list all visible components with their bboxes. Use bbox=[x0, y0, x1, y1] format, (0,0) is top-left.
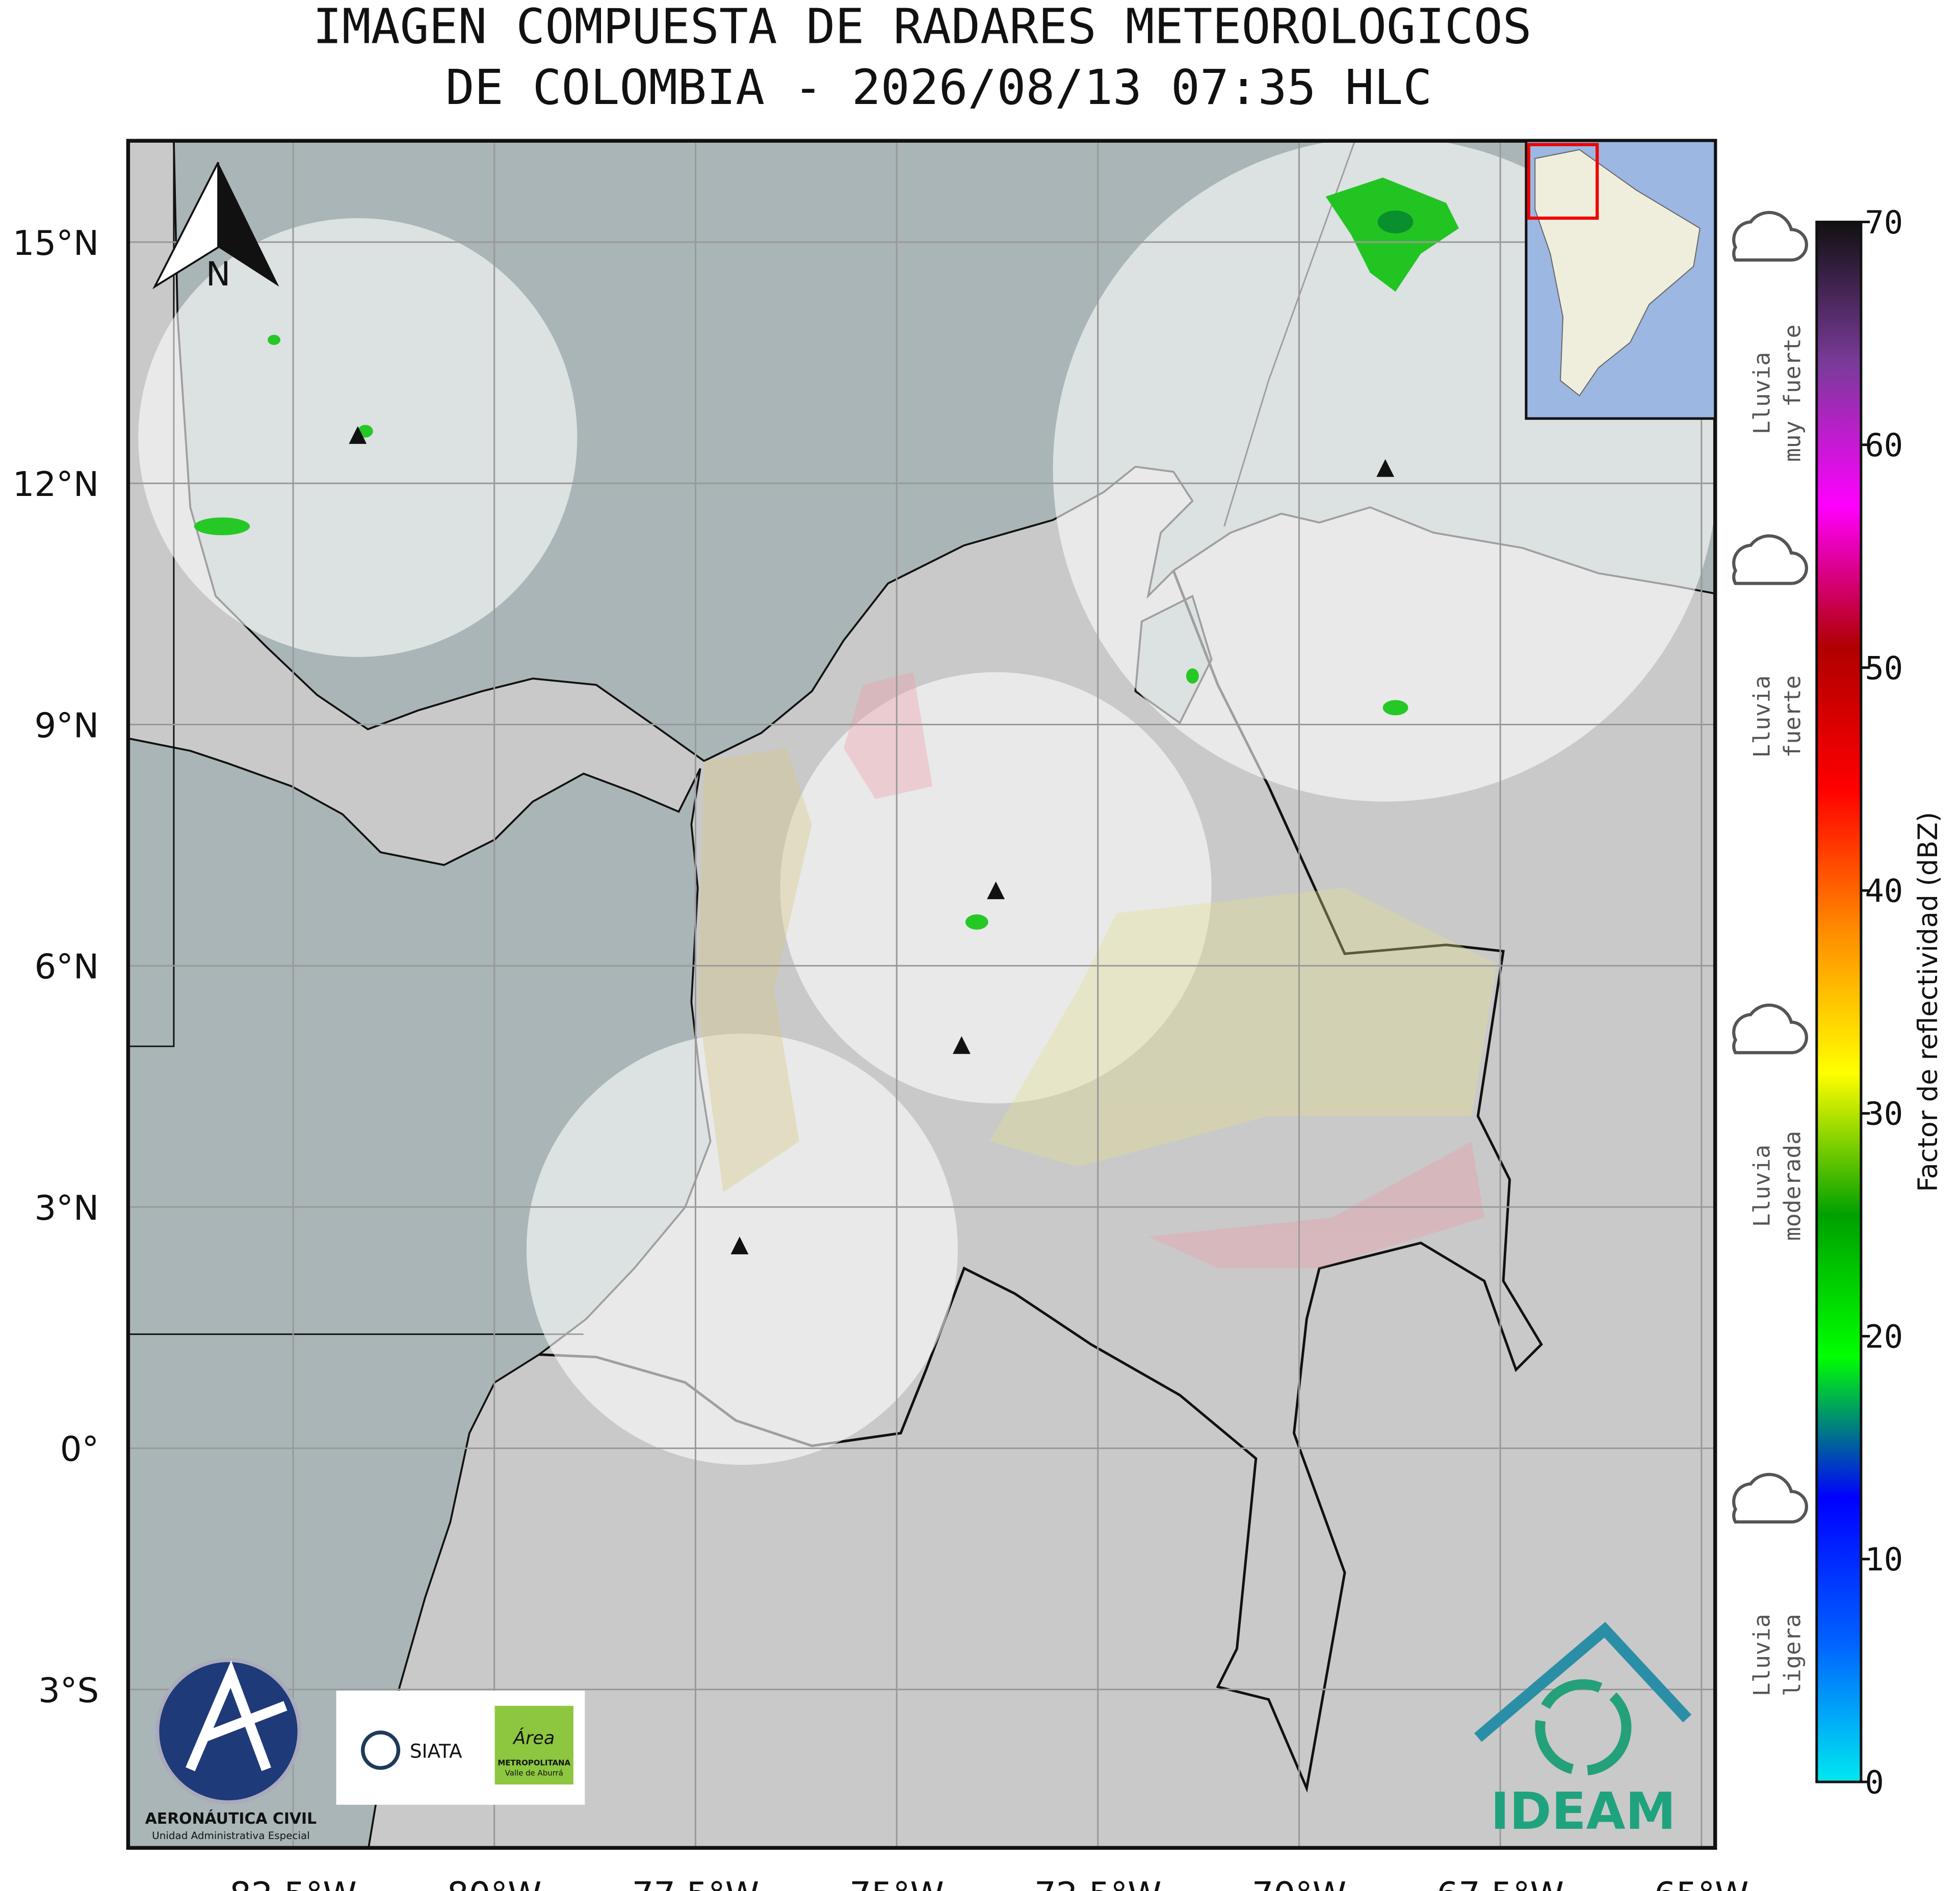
rain-icon bbox=[1732, 1003, 1808, 1055]
x-tick-label: 65°W bbox=[1654, 1875, 1748, 1891]
title-line: DE COLOMBIA - 2026/08/13 07:35 HLC bbox=[446, 60, 1432, 116]
logo-text: SIATA bbox=[410, 1740, 462, 1763]
ideam-logo: IDEAM bbox=[1474, 1621, 1692, 1841]
x-tick-label: 80°W bbox=[447, 1875, 541, 1891]
colorbar-tick-label: 30 bbox=[1865, 1095, 1903, 1133]
rain-level-label: Lluvia bbox=[1748, 1145, 1775, 1227]
logo-text: Valle de Aburrá bbox=[505, 1769, 563, 1778]
colorbar-tick-label: 70 bbox=[1865, 204, 1903, 241]
logo-text: Área bbox=[512, 1727, 555, 1748]
rain-icon bbox=[1732, 1473, 1808, 1524]
colorbar-tick-label: 10 bbox=[1865, 1541, 1903, 1578]
map-layers bbox=[128, 141, 1715, 1848]
logo-text: AERONÁUTICA CIVIL bbox=[145, 1809, 317, 1828]
rain-level-label: Lluvia bbox=[1748, 352, 1775, 434]
inset-map bbox=[1525, 139, 1717, 420]
colorbar-tick-label: 50 bbox=[1865, 649, 1903, 687]
logo-text: Unidad Administrativa Especial bbox=[152, 1830, 310, 1842]
terrain-shading bbox=[697, 672, 1497, 1269]
rain-level-label: fuerte bbox=[1779, 675, 1806, 758]
siata-logo: SIATA Área METROPOLITANA Valle de Aburrá bbox=[336, 1690, 585, 1805]
rain-level-label: moderada bbox=[1779, 1131, 1806, 1241]
colorbar-tick-label: 20 bbox=[1865, 1318, 1903, 1355]
y-tick-label: 12°N bbox=[13, 464, 99, 504]
rain-icon bbox=[1732, 211, 1808, 262]
x-tick-label: 75°W bbox=[849, 1875, 944, 1891]
x-tick-label: 77.5°W bbox=[632, 1875, 760, 1891]
rain-level-label: muy fuerte bbox=[1779, 325, 1806, 462]
y-tick-label: 0° bbox=[60, 1429, 99, 1469]
x-tick-label: 72.5°W bbox=[1034, 1875, 1162, 1891]
x-tick-label: 70°W bbox=[1252, 1875, 1346, 1891]
title-line: IMAGEN COMPUESTA DE RADARES METEOROLOGIC… bbox=[313, 0, 1532, 55]
y-tick-label: 6°N bbox=[35, 947, 99, 987]
colombia-border bbox=[539, 570, 1543, 1793]
y-tick-label: 3°N bbox=[35, 1188, 99, 1228]
rain-level-label: Lluvia bbox=[1748, 1614, 1775, 1696]
colorbar bbox=[1815, 220, 1863, 1783]
north-label: N bbox=[206, 255, 230, 294]
rain-level-label: Lluvia bbox=[1748, 675, 1775, 758]
map-frame bbox=[126, 139, 1717, 1850]
logo-text: METROPOLITANA bbox=[498, 1758, 570, 1768]
rain-echoes bbox=[194, 177, 1459, 930]
rain-icon bbox=[1732, 534, 1808, 585]
colorbar-tick-label: 60 bbox=[1865, 427, 1903, 464]
rain-level-label: ligera bbox=[1779, 1614, 1806, 1696]
radar-sites bbox=[349, 426, 1395, 1254]
colorbar-tick-label: 40 bbox=[1865, 873, 1903, 910]
colorbar-tick-label: 0 bbox=[1865, 1764, 1884, 1801]
x-tick-label: 82.5°W bbox=[229, 1875, 357, 1891]
x-tick-label: 67.5°W bbox=[1436, 1875, 1564, 1891]
y-tick-label: 9°N bbox=[35, 705, 99, 745]
logo-text: IDEAM bbox=[1491, 1782, 1676, 1841]
aerocivil-logo: AERONÁUTICA CIVIL Unidad Administrativa … bbox=[145, 1658, 317, 1842]
y-tick-label: 15°N bbox=[13, 223, 99, 263]
grid bbox=[128, 141, 1715, 1848]
colorbar-label: Factor de reflectividad (dBZ) bbox=[1913, 812, 1944, 1192]
y-tick-label: 3°S bbox=[38, 1671, 99, 1711]
